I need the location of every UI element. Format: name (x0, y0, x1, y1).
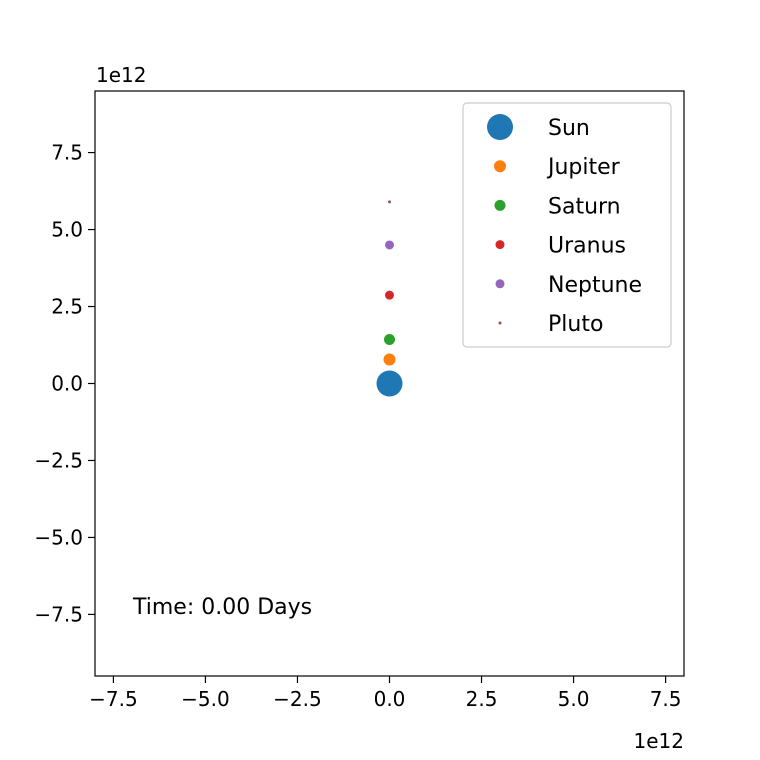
y-tick-label: 5.0 (51, 218, 83, 242)
legend-label-jupiter: Jupiter (546, 155, 621, 180)
legend: Sun Jupiter Saturn Uranus Neptune Pluto (462, 102, 672, 348)
point-pluto (388, 200, 391, 204)
legend-marker-jupiter (494, 160, 506, 173)
y-tick-label: −5.0 (34, 525, 83, 549)
legend-label-neptune: Neptune (548, 273, 642, 298)
x-tick-label: 2.5 (466, 687, 498, 711)
x-axis-offset-label: 1e12 (634, 729, 684, 753)
x-tick-label: 7.5 (650, 687, 682, 711)
point-saturn (384, 333, 395, 345)
point-uranus (385, 290, 394, 300)
point-neptune (385, 240, 394, 250)
legend-label-sun: Sun (548, 116, 590, 141)
legend-label-saturn: Saturn (548, 194, 621, 219)
y-axis: −7.5 −5.0 −2.5 0.0 2.5 5.0 7.5 (34, 141, 95, 626)
x-tick-label: 0.0 (374, 687, 406, 711)
x-tick-label: −7.5 (89, 687, 138, 711)
y-tick-label: 2.5 (51, 295, 83, 319)
legend-marker-saturn (494, 199, 506, 211)
x-tick-label: −5.0 (181, 687, 230, 711)
data-points (376, 200, 403, 397)
legend-marker-pluto (498, 321, 502, 325)
y-axis-offset-label: 1e12 (96, 63, 146, 87)
y-tick-label: −2.5 (34, 448, 83, 472)
x-axis: −7.5 −5.0 −2.5 0.0 2.5 5.0 7.5 (89, 676, 682, 711)
y-tick-label: −7.5 (34, 602, 83, 626)
legend-marker-sun (487, 114, 513, 140)
legend-marker-neptune (495, 279, 505, 289)
legend-label-uranus: Uranus (548, 234, 626, 259)
legend-marker-uranus (495, 240, 505, 250)
legend-label-pluto: Pluto (548, 312, 603, 337)
y-tick-label: 0.0 (51, 372, 83, 396)
x-tick-label: −2.5 (273, 687, 322, 711)
point-jupiter (383, 353, 396, 366)
x-tick-label: 5.0 (558, 687, 590, 711)
y-tick-label: 7.5 (51, 141, 83, 165)
point-sun (376, 370, 403, 397)
time-annotation: Time: 0.00 Days (132, 595, 312, 620)
legend-box (462, 102, 672, 348)
